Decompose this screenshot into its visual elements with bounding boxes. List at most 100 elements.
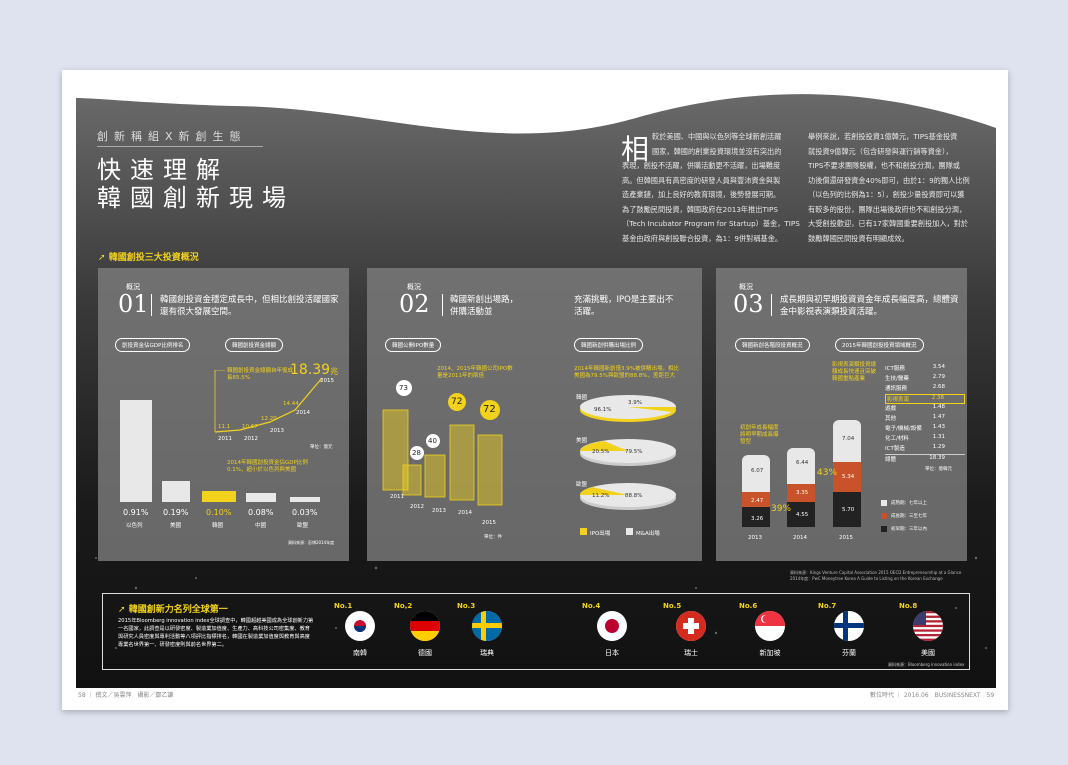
data-label: 88.8% xyxy=(625,493,643,499)
data-label: 11.1 xyxy=(218,424,231,430)
panel-heading: 成長期與初早期投資資金年成長幅度高，總體資金中影視表演類投資活躍。 xyxy=(780,295,959,317)
legend-label: 成長期：三至七年 xyxy=(891,514,927,519)
title-line-2: 韓國創新現場 xyxy=(97,184,295,212)
table-row: ICT製造 1.29 xyxy=(885,444,945,452)
bar xyxy=(290,497,320,502)
annotation: 韓國創投資金總額自年復成長65.5% xyxy=(227,368,294,381)
table-row: 通訊服務 2.68 xyxy=(885,384,945,392)
panel-label: 概況 xyxy=(739,283,753,291)
data-label: 5.34 xyxy=(842,474,855,480)
chart-label: 韓國創投資金總額 xyxy=(225,338,284,352)
tick-label: 2012 xyxy=(410,504,424,510)
tick-label: 韓國 xyxy=(212,523,224,529)
tick-label: 2011 xyxy=(390,494,404,500)
stack-mid xyxy=(833,462,861,492)
legend-swatch xyxy=(626,528,633,535)
tick-label: 2012 xyxy=(244,436,258,442)
stack-bottom xyxy=(742,507,770,527)
country-label: 芬蘭 xyxy=(842,649,856,657)
chart-label: 韓國公開IPO數量 xyxy=(385,338,442,352)
data-label: 3.35 xyxy=(796,490,809,496)
data-label: 12.20 xyxy=(261,416,277,422)
tick-label: 2013 xyxy=(270,428,284,434)
table-row: 遊戲 1.48 xyxy=(885,404,945,412)
chart-label: 2015年韓國創投投資領域概況 xyxy=(835,338,924,352)
tick-label: 2011 xyxy=(218,436,232,442)
data-label: 72 xyxy=(483,404,496,415)
country-label: 德國 xyxy=(418,649,432,657)
data-label: 14.44 xyxy=(283,401,299,407)
table-row: 其他 1.47 xyxy=(885,414,945,422)
tick-label: 2013 xyxy=(432,508,446,514)
data-label: 10.67 xyxy=(242,424,258,430)
section-title: ➚ 韓國創投三大投資概況 xyxy=(98,253,199,263)
flag-ch-icon xyxy=(676,611,706,641)
rank-label: No.5 xyxy=(663,602,682,610)
panel-label: 概況 xyxy=(407,283,421,291)
legend-label: 成熟期：七年以上 xyxy=(891,501,927,506)
data-label: 3.9% xyxy=(628,400,642,406)
flag-sg-icon xyxy=(755,611,785,641)
region-label: 韓國 xyxy=(576,395,588,401)
data-label: 4.55 xyxy=(796,512,809,518)
table-row: 生技/醫藥 2.79 xyxy=(885,374,945,382)
data-label: 6.07 xyxy=(751,468,764,474)
data-label: 5.70 xyxy=(842,507,855,513)
legend-swatch xyxy=(881,513,887,519)
flag-se-icon xyxy=(472,611,502,641)
legend-label: IPO出場 xyxy=(590,531,611,537)
source-note: 資料來源：彭博2014年度 xyxy=(288,540,335,545)
annotation: 2014、2015年韓國公司IPO數量是2011年的兩倍 xyxy=(437,366,513,379)
annotation: 初創年成長幅度將明早期成長爆發型 xyxy=(740,425,779,445)
rank-label: No.7 xyxy=(818,602,837,610)
data-label: 79.5% xyxy=(625,449,643,455)
chart-label: 韓國新創各階段投資概況 xyxy=(735,338,810,352)
panel-heading: 充滿挑戰，IPO是主要出不活躍。 xyxy=(574,295,674,317)
data-label: 11.2% xyxy=(592,493,610,499)
region-label: 美國 xyxy=(576,438,588,444)
divider xyxy=(151,294,152,316)
tick-label: 歐盟 xyxy=(297,523,309,529)
innovation-box xyxy=(102,593,970,670)
data-label: 0.19% xyxy=(163,508,189,517)
legend-swatch xyxy=(580,528,587,535)
data-label: 72 xyxy=(451,397,463,407)
flag-de-icon xyxy=(410,611,440,641)
rank-label: No.8 xyxy=(899,602,918,610)
legend-swatch xyxy=(881,526,887,532)
legend-label: M&A出場 xyxy=(636,531,660,537)
bar xyxy=(202,491,236,502)
country-label: 瑞士 xyxy=(684,649,698,657)
tick-label: 2014 xyxy=(296,410,310,416)
chart-label: 創投資金佔GDP比例排名 xyxy=(115,338,191,352)
table-row: 電子/機械/設備 1.43 xyxy=(885,424,945,432)
intro-col-2: 舉例來說，若創投投資1億韓元，TIPS基金投資 就投資9億韓元（包含研發與運行銷等… xyxy=(808,132,970,243)
table-row-total: 總體 18.39 xyxy=(885,454,965,463)
legend-label: 初早期：三年以內 xyxy=(891,527,927,532)
rank-label: No.3 xyxy=(457,602,476,610)
annotation: 2014年韓國創投資金佔GDP比例0.1%，超小於以色列與美國 xyxy=(227,460,308,473)
city-lights xyxy=(76,88,996,649)
flag-kr-icon xyxy=(345,611,375,641)
country-label: 南韓 xyxy=(353,649,367,657)
legend-swatch xyxy=(881,500,887,506)
footer-right: 數位時代 ｜ 2016.06 BUSINESSNEXT 59 xyxy=(870,692,995,699)
data-label: 0.03% xyxy=(292,508,318,517)
tick-label: 2015 xyxy=(839,535,853,541)
stack-mid xyxy=(742,492,770,507)
arrow-icon: ➚ xyxy=(98,253,109,263)
stack-top xyxy=(742,455,770,492)
panel-heading: 韓國創投資金穩定成長中，但相比創投活躍國家還有很大發展空間。 xyxy=(160,295,339,317)
growth-label: 43% xyxy=(817,468,838,478)
rank-label: No.4 xyxy=(582,602,601,610)
stack-top xyxy=(833,420,861,462)
page-title: 快速理解 韓國創新現場 xyxy=(97,156,295,212)
stack-bottom xyxy=(787,502,815,527)
title-line-1: 快速理解 xyxy=(97,156,229,184)
innovation-text: 2015年Bloomberg innovation index全球調查中，韓國超… xyxy=(118,618,314,648)
growth-label: 39% xyxy=(771,504,792,514)
divider xyxy=(97,146,263,147)
data-label: 96.1% xyxy=(594,407,612,413)
data-label: 0.10% xyxy=(206,508,232,517)
flag-fi-icon xyxy=(834,611,864,641)
